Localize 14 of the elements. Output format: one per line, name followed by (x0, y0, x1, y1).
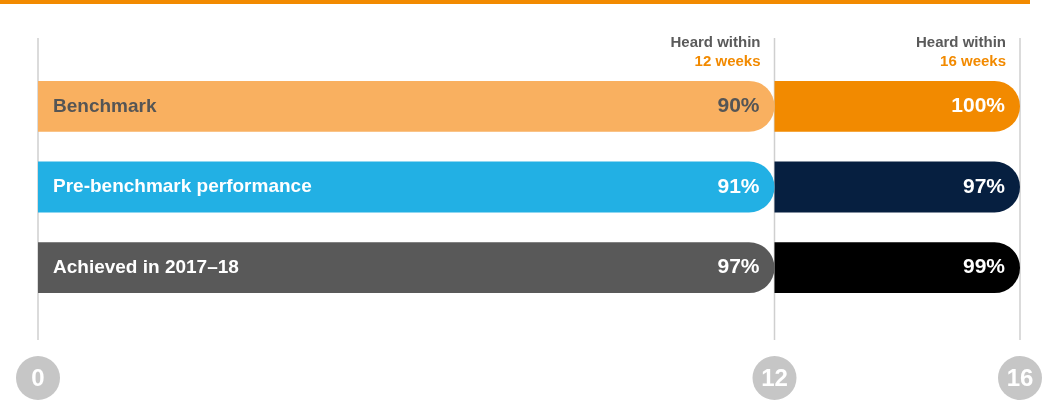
annotation: 90% (717, 93, 760, 117)
annotation: 97% (962, 173, 1006, 197)
series-label: Heard within 12 weeks (670, 33, 761, 70)
annotation: 99% (962, 254, 1006, 278)
annotation: 100% (951, 93, 1006, 117)
x-tick-label: 12 (761, 363, 788, 391)
y-tick-label: Achieved in 2017–18 (53, 255, 239, 277)
x-tick-label: 0 (31, 363, 45, 391)
series-label: Heard within 16 weeks (915, 33, 1006, 70)
x-tick-label: 16 (1006, 363, 1034, 391)
annotation: 91% (717, 173, 760, 197)
y-tick-label: Benchmark (53, 94, 157, 116)
annotation: 97% (717, 254, 760, 278)
y-tick-label: Pre-benchmark performance (53, 175, 312, 197)
